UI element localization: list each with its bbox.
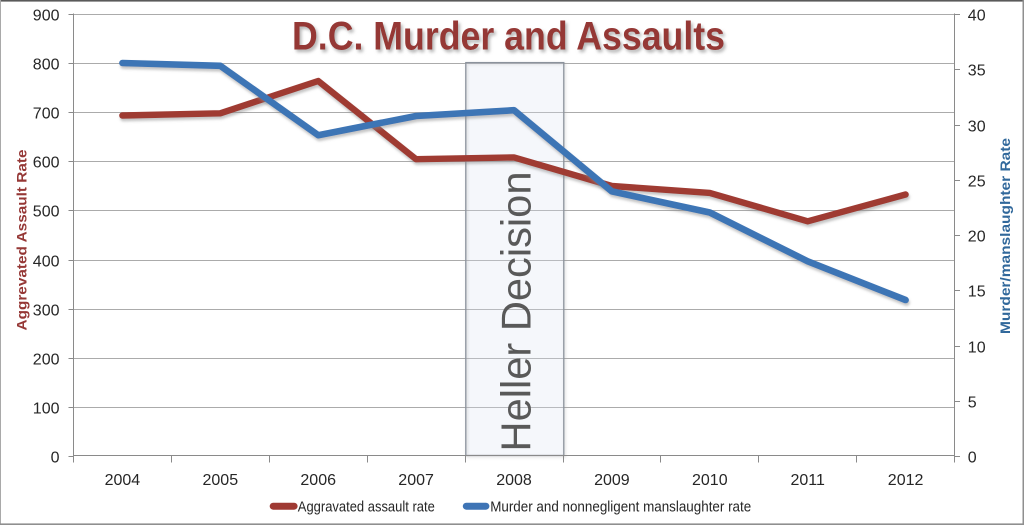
svg-text:400: 400 <box>33 253 60 270</box>
svg-text:2012: 2012 <box>888 472 924 489</box>
svg-text:900: 900 <box>33 7 60 24</box>
svg-text:35: 35 <box>968 62 986 79</box>
svg-text:2004: 2004 <box>105 472 141 489</box>
svg-text:2011: 2011 <box>790 472 825 489</box>
svg-text:30: 30 <box>968 118 986 135</box>
svg-text:Murder/manslaughter Rate: Murder/manslaughter Rate <box>997 138 1013 334</box>
svg-text:800: 800 <box>33 56 60 73</box>
svg-text:25: 25 <box>968 173 986 190</box>
svg-text:2010: 2010 <box>692 472 728 489</box>
svg-text:500: 500 <box>33 203 60 220</box>
svg-text:Aggrevated Assault Rate: Aggrevated Assault Rate <box>14 149 30 330</box>
svg-text:5: 5 <box>968 394 977 411</box>
svg-text:100: 100 <box>33 400 60 417</box>
svg-text:300: 300 <box>33 302 60 319</box>
svg-text:2007: 2007 <box>398 472 434 489</box>
svg-text:D.C. Murder and Assaults: D.C. Murder and Assaults <box>292 14 725 58</box>
svg-text:2008: 2008 <box>496 472 532 489</box>
svg-text:20: 20 <box>968 228 986 245</box>
svg-text:700: 700 <box>33 105 60 122</box>
svg-text:600: 600 <box>33 154 60 171</box>
svg-text:2009: 2009 <box>594 472 630 489</box>
svg-text:2005: 2005 <box>203 472 239 489</box>
svg-text:Heller Decision: Heller Decision <box>493 172 540 452</box>
svg-text:Murder and nonnegligent mansla: Murder and nonnegligent manslaughter rat… <box>490 498 751 515</box>
svg-text:2006: 2006 <box>300 472 336 489</box>
svg-text:200: 200 <box>33 351 60 368</box>
svg-text:Aggravated assault rate: Aggravated assault rate <box>298 498 435 515</box>
svg-text:40: 40 <box>968 7 986 24</box>
svg-text:0: 0 <box>51 449 60 466</box>
svg-text:15: 15 <box>968 283 986 300</box>
svg-text:10: 10 <box>968 339 986 356</box>
svg-text:0: 0 <box>968 449 977 466</box>
